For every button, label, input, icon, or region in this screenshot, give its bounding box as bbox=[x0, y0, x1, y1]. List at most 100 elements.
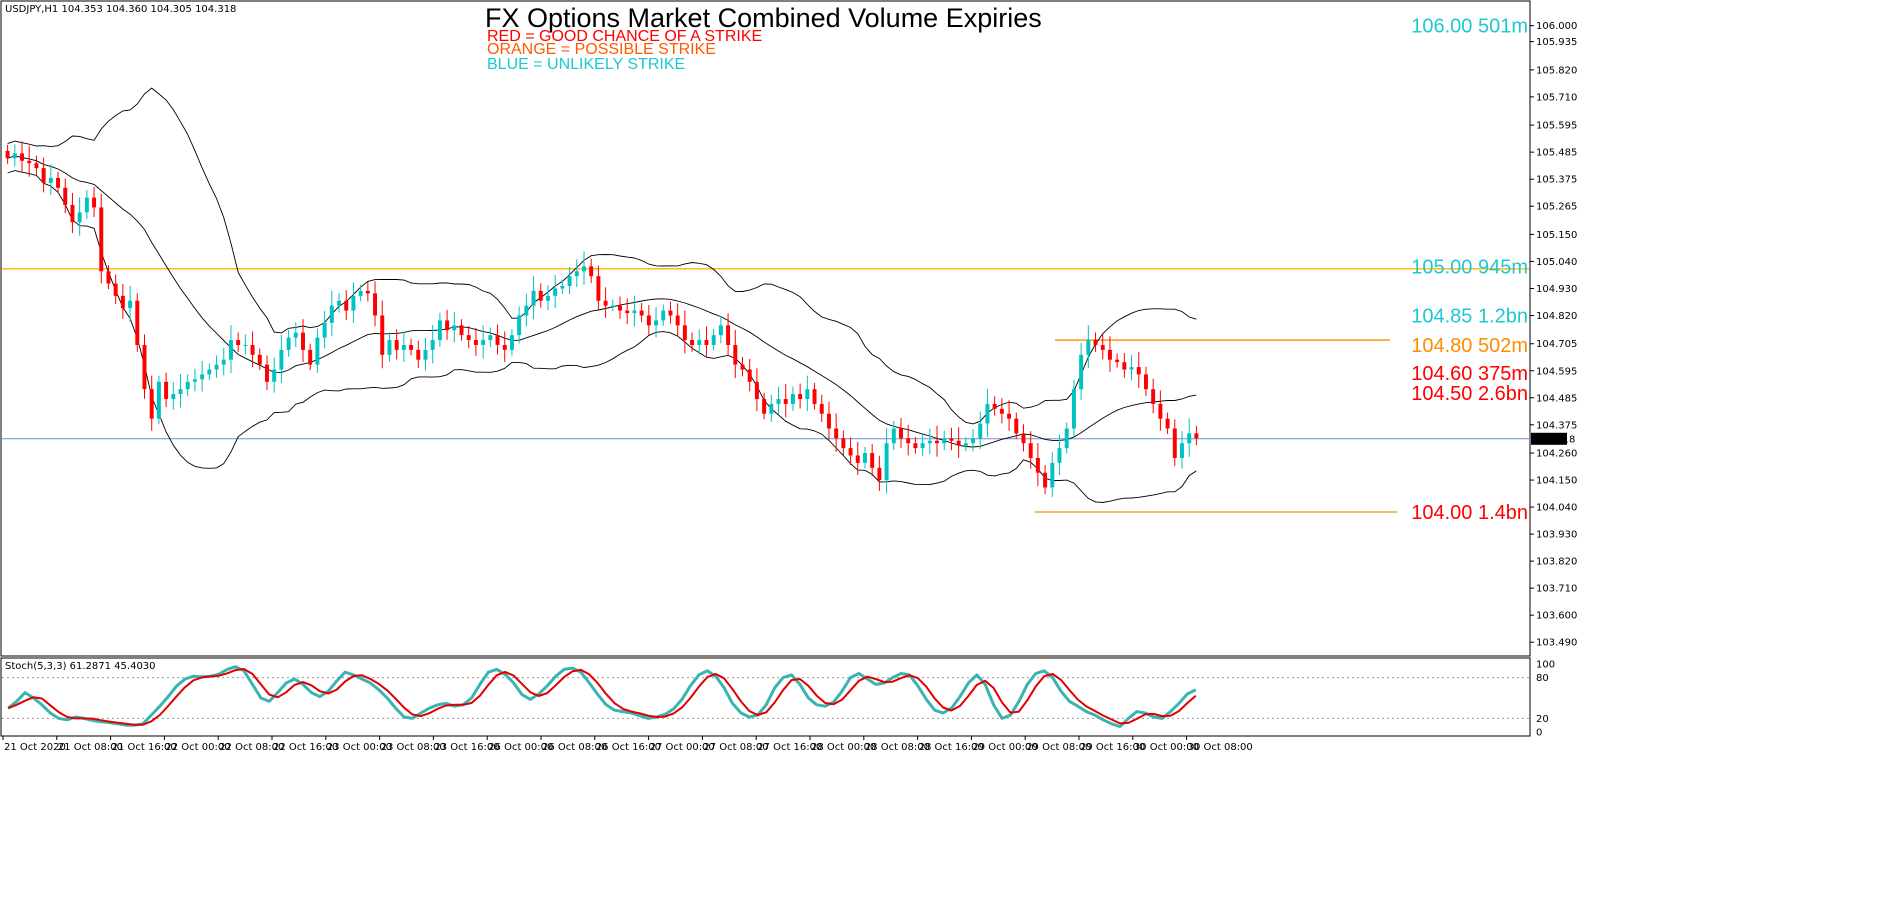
candle-bull[interactable] bbox=[531, 290, 536, 306]
candle-bear[interactable] bbox=[848, 448, 853, 456]
candle-bear[interactable] bbox=[106, 271, 111, 284]
candle-bear[interactable] bbox=[899, 428, 903, 439]
candle-bull[interactable] bbox=[200, 374, 205, 380]
candle-bear[interactable] bbox=[625, 310, 630, 314]
candle-bull[interactable] bbox=[84, 197, 89, 213]
candle-bear[interactable] bbox=[34, 163, 39, 169]
candle-bear[interactable] bbox=[1151, 389, 1156, 404]
candle-bear[interactable] bbox=[113, 283, 118, 296]
candle-bear[interactable] bbox=[1007, 413, 1012, 419]
candle-bull[interactable] bbox=[978, 423, 983, 439]
candle-bear[interactable] bbox=[120, 295, 125, 309]
candle-bear[interactable] bbox=[502, 344, 507, 350]
candle-bull[interactable] bbox=[553, 288, 558, 296]
candle-bear[interactable] bbox=[473, 340, 478, 345]
candle-bear[interactable] bbox=[1115, 359, 1120, 363]
candle-bear[interactable] bbox=[1172, 428, 1177, 458]
candle-bull[interactable] bbox=[632, 310, 637, 314]
candle-bear[interactable] bbox=[250, 344, 255, 355]
candle-bull[interactable] bbox=[488, 335, 493, 341]
candle-bull[interactable] bbox=[1180, 443, 1184, 458]
candle-bear[interactable] bbox=[236, 340, 241, 345]
candle-bear[interactable] bbox=[409, 344, 414, 350]
candle-bull[interactable] bbox=[769, 403, 774, 414]
candle-bull[interactable] bbox=[1079, 354, 1084, 390]
candle-bear[interactable] bbox=[754, 381, 759, 400]
candle-bull[interactable] bbox=[1057, 448, 1062, 463]
candle-bull[interactable] bbox=[423, 349, 428, 360]
candle-bear[interactable] bbox=[380, 315, 385, 355]
candle-bull[interactable] bbox=[790, 394, 795, 404]
candle-bear[interactable] bbox=[798, 394, 803, 400]
candle-bear[interactable] bbox=[877, 467, 882, 481]
candle-bull[interactable] bbox=[452, 325, 457, 331]
candle-bear[interactable] bbox=[1028, 443, 1033, 458]
candle-bear[interactable] bbox=[726, 325, 731, 345]
candle-bear[interactable] bbox=[27, 160, 32, 164]
candle-bear[interactable] bbox=[394, 340, 399, 350]
candle-bear[interactable] bbox=[956, 440, 961, 446]
candle-bull[interactable] bbox=[228, 340, 233, 360]
candle-bull[interactable] bbox=[661, 310, 666, 321]
candle-bear[interactable] bbox=[1194, 433, 1199, 439]
candle-bear[interactable] bbox=[1165, 418, 1170, 429]
candle-bear[interactable] bbox=[416, 349, 421, 360]
candle-bear[interactable] bbox=[682, 325, 687, 341]
candle-bear[interactable] bbox=[41, 168, 46, 183]
candle-bear[interactable] bbox=[56, 177, 61, 188]
candle-bull[interactable] bbox=[1064, 428, 1069, 449]
candle-bull[interactable] bbox=[77, 212, 82, 223]
candle-bear[interactable] bbox=[373, 293, 378, 316]
candle-bear[interactable] bbox=[149, 389, 154, 419]
candle-bull[interactable] bbox=[697, 340, 702, 345]
candle-bull[interactable] bbox=[884, 443, 889, 481]
candle-bull[interactable] bbox=[1086, 340, 1091, 355]
candle-bull[interactable] bbox=[293, 332, 298, 338]
candle-bull[interactable] bbox=[279, 349, 284, 370]
candle-bear[interactable] bbox=[1122, 362, 1127, 370]
candle-bull[interactable] bbox=[387, 340, 392, 355]
candle-bull[interactable] bbox=[128, 300, 133, 309]
candle-bear[interactable] bbox=[906, 438, 911, 444]
candle-bear[interactable] bbox=[646, 315, 651, 326]
candle-bear[interactable] bbox=[445, 320, 450, 331]
candle-bear[interactable] bbox=[1093, 340, 1098, 345]
candle-bear[interactable] bbox=[783, 399, 788, 404]
candle-bear[interactable] bbox=[841, 438, 846, 449]
candle-bear[interactable] bbox=[855, 455, 860, 463]
candle-bull[interactable] bbox=[942, 438, 947, 444]
candle-bear[interactable] bbox=[1136, 367, 1141, 375]
candle-bull[interactable] bbox=[401, 344, 406, 350]
candle-bear[interactable] bbox=[301, 332, 305, 350]
candle-bear[interactable] bbox=[603, 300, 608, 306]
candle-bull[interactable] bbox=[711, 335, 716, 345]
candle-bear[interactable] bbox=[762, 399, 767, 414]
candle-bull[interactable] bbox=[927, 440, 932, 444]
candle-bull[interactable] bbox=[805, 389, 810, 400]
candle-bear[interactable] bbox=[596, 276, 601, 301]
candle-bull[interactable] bbox=[48, 177, 53, 183]
candle-bull[interactable] bbox=[337, 300, 342, 306]
candle-bull[interactable] bbox=[1129, 367, 1134, 370]
candle-bull[interactable] bbox=[243, 344, 248, 346]
candle-bear[interactable] bbox=[935, 440, 940, 444]
candle-bear[interactable] bbox=[819, 403, 824, 414]
candle-bull[interactable] bbox=[286, 337, 291, 350]
candle-bull[interactable] bbox=[214, 364, 219, 370]
candle-bear[interactable] bbox=[1143, 374, 1148, 390]
candle-bear[interactable] bbox=[70, 204, 75, 223]
candle-bear[interactable] bbox=[740, 364, 745, 370]
candle-bull[interactable] bbox=[509, 335, 514, 350]
candle-bear[interactable] bbox=[1043, 472, 1048, 488]
candle-bull[interactable] bbox=[567, 276, 572, 287]
candle-bull[interactable] bbox=[862, 453, 867, 463]
candle-bear[interactable] bbox=[1021, 433, 1026, 444]
candle-bear[interactable] bbox=[92, 197, 97, 208]
candle-bear[interactable] bbox=[257, 354, 262, 365]
candle-bull[interactable] bbox=[654, 320, 659, 326]
candle-bull[interactable] bbox=[517, 315, 522, 336]
candle-bull[interactable] bbox=[524, 305, 529, 316]
candle-bear[interactable] bbox=[142, 344, 147, 390]
candle-bear[interactable] bbox=[589, 266, 594, 277]
candle-bull[interactable] bbox=[12, 153, 17, 159]
